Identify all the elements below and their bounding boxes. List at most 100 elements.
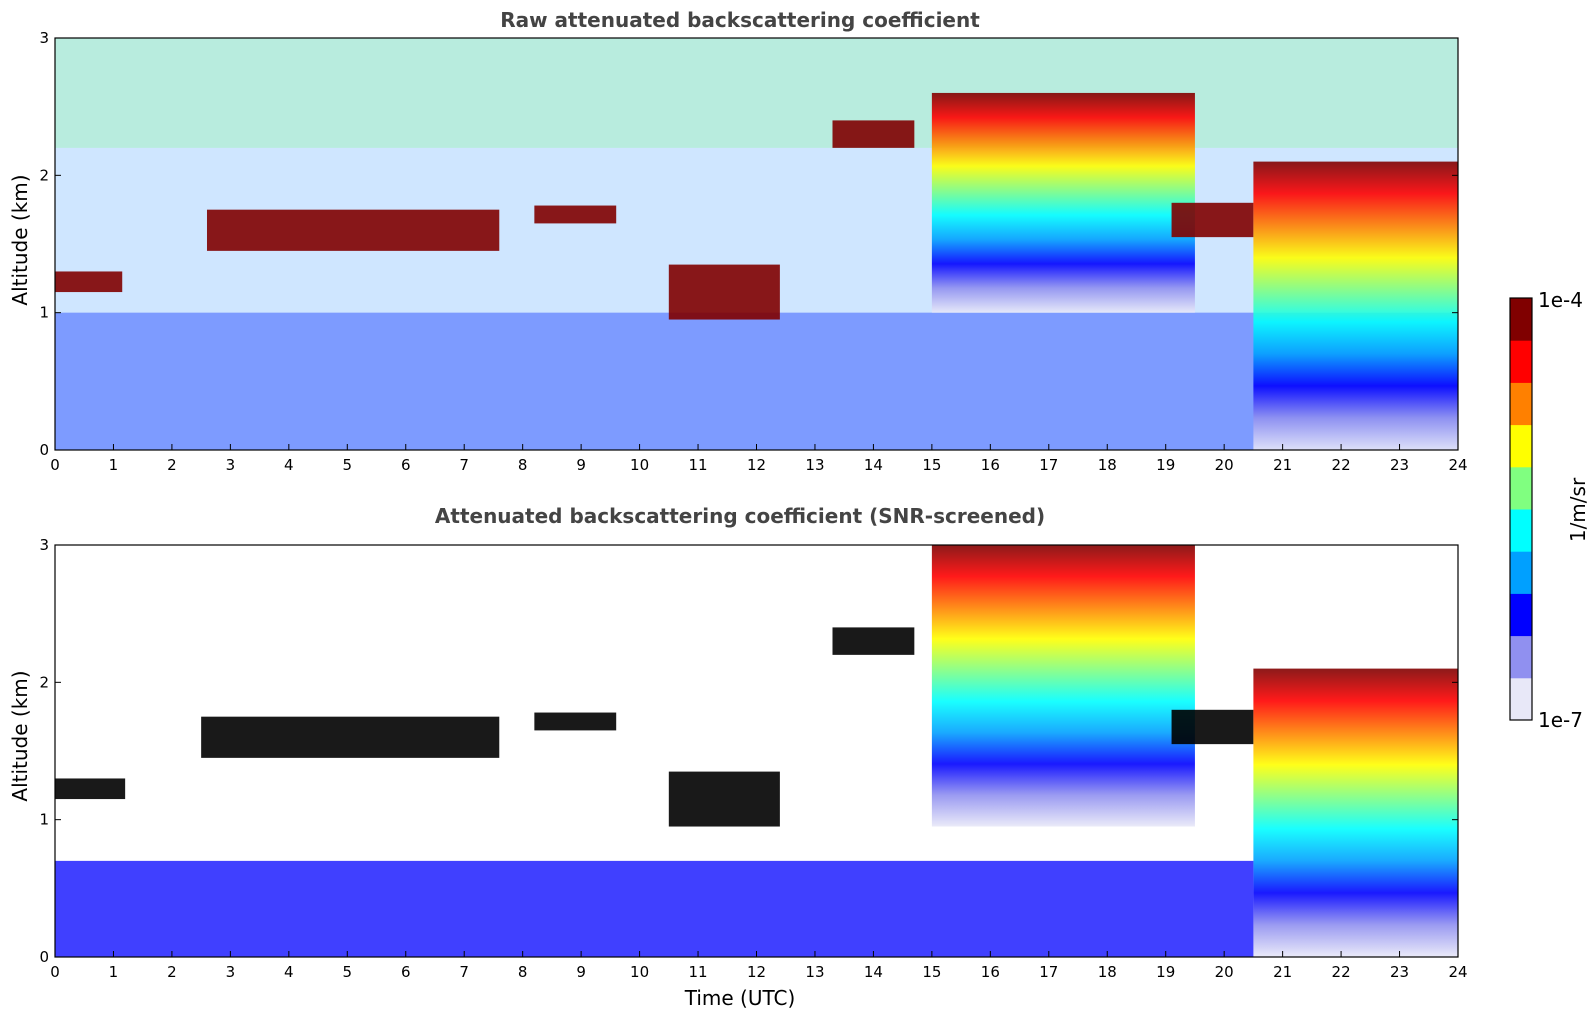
data-layer bbox=[931, 545, 1195, 827]
colorbar-step bbox=[1510, 298, 1532, 341]
data-layer bbox=[534, 712, 617, 731]
y-tick-label: 0 bbox=[39, 441, 49, 459]
data-layer bbox=[832, 120, 915, 148]
data-layer bbox=[55, 271, 123, 293]
y-tick-label: 3 bbox=[39, 29, 49, 47]
x-tick-label: 22 bbox=[1332, 456, 1351, 474]
x-tick-label: 18 bbox=[1098, 456, 1117, 474]
x-tick-label: 13 bbox=[805, 963, 824, 981]
x-tick-label: 21 bbox=[1273, 456, 1292, 474]
y-tick-label: 1 bbox=[39, 811, 49, 829]
x-tick-label: 6 bbox=[401, 456, 411, 474]
x-tick-label: 4 bbox=[284, 963, 294, 981]
x-tick-label: 13 bbox=[805, 456, 824, 474]
colorbar-step bbox=[1510, 382, 1532, 426]
x-tick-label: 7 bbox=[459, 456, 469, 474]
y-axis-ticks: 0 1 2 3 bbox=[39, 536, 1458, 966]
y-axis-label: Altitude (km) bbox=[8, 174, 32, 305]
x-tick-label: 9 bbox=[576, 456, 586, 474]
y-tick-label: 2 bbox=[39, 166, 49, 184]
colorbar-step bbox=[1510, 551, 1532, 594]
y-tick-label: 3 bbox=[39, 536, 49, 554]
x-tick-label: 20 bbox=[1215, 456, 1234, 474]
x-tick-label: 0 bbox=[50, 963, 60, 981]
x-tick-label: 18 bbox=[1098, 963, 1117, 981]
x-tick-label: 2 bbox=[167, 456, 177, 474]
data-layer bbox=[1253, 668, 1458, 957]
x-tick-label: 20 bbox=[1215, 963, 1234, 981]
x-tick-label: 1 bbox=[109, 963, 119, 981]
data-layer bbox=[206, 209, 500, 251]
colorbar-step bbox=[1510, 635, 1532, 679]
data-layer bbox=[832, 627, 915, 655]
x-tick-label: 14 bbox=[864, 963, 883, 981]
x-tick-label: 15 bbox=[922, 456, 941, 474]
x-tick-label: 8 bbox=[518, 963, 528, 981]
x-tick-label: 3 bbox=[226, 963, 236, 981]
x-axis-ticks: 0 1 2 3 4 5 6 7 8 9 10 11 12 13 14 15 16 17 18 19 20 21 22 23 24 bbox=[50, 951, 1468, 981]
x-tick-label: 24 bbox=[1448, 456, 1467, 474]
x-tick-label: 4 bbox=[284, 456, 294, 474]
heatmap-plot-area bbox=[54, 37, 1459, 451]
x-tick-label: 5 bbox=[343, 456, 353, 474]
colorbar-unit-label: 1/m/sr bbox=[1566, 477, 1590, 542]
x-tick-label: 7 bbox=[459, 963, 469, 981]
x-tick-label: 5 bbox=[343, 963, 353, 981]
colorbar-scale bbox=[1510, 298, 1532, 721]
data-layer bbox=[201, 716, 500, 758]
low-altitude-noise bbox=[55, 312, 1458, 450]
x-axis-label: Time (UTC) bbox=[684, 986, 796, 1010]
x-tick-label: 0 bbox=[50, 456, 60, 474]
x-tick-label: 16 bbox=[981, 456, 1000, 474]
y-tick-label: 1 bbox=[39, 304, 49, 322]
panel-title: Raw attenuated backscattering coefficien… bbox=[500, 8, 980, 32]
colorbar-step bbox=[1510, 466, 1532, 510]
x-tick-label: 19 bbox=[1156, 963, 1175, 981]
x-tick-label: 21 bbox=[1273, 963, 1292, 981]
x-tick-label: 15 bbox=[922, 963, 941, 981]
x-tick-label: 16 bbox=[981, 963, 1000, 981]
raw-backscatter-panel: Raw attenuated backscattering coefficien… bbox=[8, 8, 1468, 474]
x-tick-label: 9 bbox=[576, 963, 586, 981]
data-layer bbox=[1253, 161, 1458, 450]
y-axis-label: Altitude (km) bbox=[8, 670, 32, 801]
data-layer bbox=[55, 860, 1254, 957]
data-layer bbox=[1171, 202, 1254, 238]
x-tick-label: 19 bbox=[1156, 456, 1175, 474]
y-tick-label: 2 bbox=[39, 673, 49, 691]
snr-screened-panel: Attenuated backscattering coefficient (S… bbox=[8, 504, 1468, 1010]
x-tick-label: 14 bbox=[864, 456, 883, 474]
x-tick-label: 8 bbox=[518, 456, 528, 474]
colorbar-max-label: 1e-4 bbox=[1538, 288, 1583, 312]
high-altitude-noise bbox=[55, 38, 1458, 148]
x-tick-label: 2 bbox=[167, 963, 177, 981]
heatmap-plot-area bbox=[54, 544, 1459, 958]
x-tick-label: 12 bbox=[747, 456, 766, 474]
x-tick-label: 12 bbox=[747, 963, 766, 981]
data-layer bbox=[534, 205, 617, 224]
colorbar-min-label: 1e-7 bbox=[1538, 708, 1583, 732]
x-tick-label: 22 bbox=[1332, 963, 1351, 981]
y-axis-ticks: 0 1 2 3 bbox=[39, 29, 1458, 459]
colorbar-step bbox=[1510, 593, 1532, 637]
x-tick-label: 10 bbox=[630, 456, 649, 474]
colorbar-step bbox=[1510, 677, 1532, 721]
data-layer bbox=[1171, 709, 1254, 745]
data-layer bbox=[55, 778, 126, 800]
colorbar-step bbox=[1510, 509, 1532, 552]
x-tick-label: 11 bbox=[688, 963, 707, 981]
x-tick-label: 23 bbox=[1390, 963, 1409, 981]
data-layer bbox=[668, 264, 780, 320]
x-tick-label: 17 bbox=[1039, 456, 1058, 474]
x-tick-label: 10 bbox=[630, 963, 649, 981]
data-layer bbox=[668, 771, 780, 827]
x-tick-label: 23 bbox=[1390, 456, 1409, 474]
x-tick-label: 11 bbox=[688, 456, 707, 474]
x-tick-label: 24 bbox=[1448, 963, 1467, 981]
x-tick-label: 3 bbox=[226, 456, 236, 474]
x-tick-label: 6 bbox=[401, 963, 411, 981]
x-tick-label: 1 bbox=[109, 456, 119, 474]
colorbar: 1e-4 1e-7 1/m/sr bbox=[1509, 288, 1590, 732]
colorbar-frame bbox=[1509, 297, 1533, 721]
